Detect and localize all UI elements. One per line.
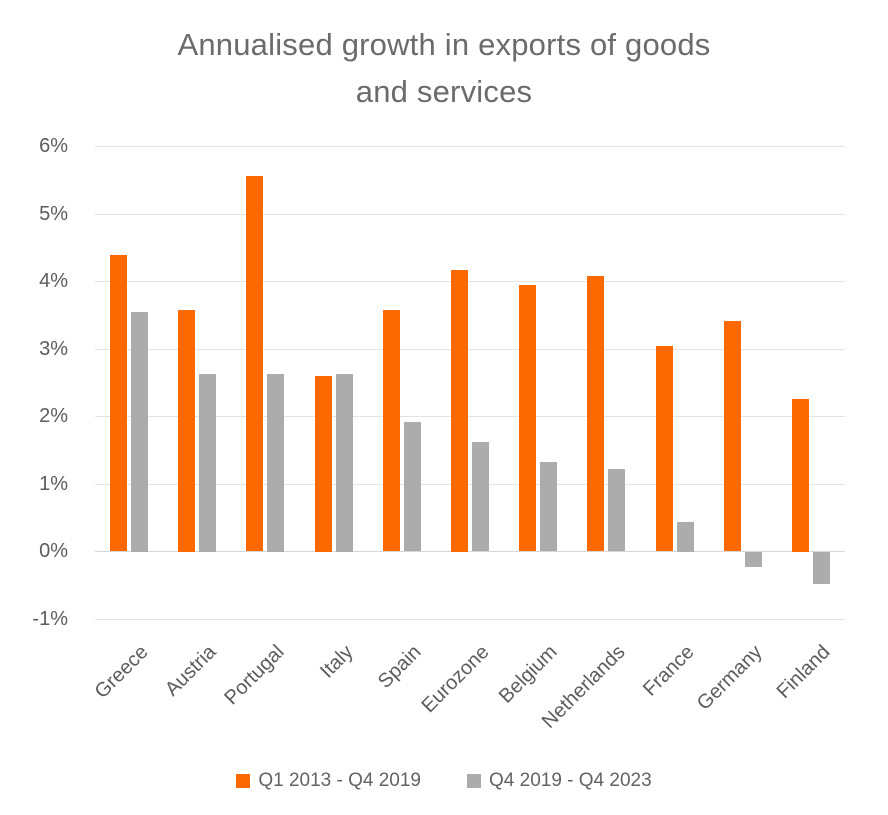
y-axis-tick-label-2pct: 2% — [39, 405, 68, 427]
chart-title: Annualised growth in exports of goods an… — [0, 21, 888, 115]
bar-austria-series2 — [199, 374, 216, 552]
bar-greece-series2 — [131, 312, 148, 552]
legend: Q1 2013 - Q4 2019 Q4 2019 - Q4 2023 — [0, 770, 888, 792]
bar-italy-series1 — [315, 376, 332, 552]
chart-title-line2: and services — [355, 74, 533, 109]
bar-eurozone-series2 — [472, 442, 489, 551]
bar-germany-series1 — [724, 321, 741, 551]
bar-france-series2 — [677, 522, 694, 552]
bar-portugal-series1 — [246, 176, 263, 551]
chart-title-line1: Annualised growth in exports of goods — [177, 27, 711, 62]
bar-italy-series2 — [336, 374, 353, 552]
bar-greece-series1 — [110, 255, 127, 551]
legend-label-q4-2019-q4-2023: Q4 2019 - Q4 2023 — [489, 770, 652, 791]
y-axis-tick-label-0pct: 0% — [39, 540, 68, 562]
bar-spain-series2 — [404, 422, 421, 551]
bar-spain-series1 — [383, 310, 400, 551]
gridline--1pct — [95, 619, 845, 620]
bar-eurozone-series1 — [451, 270, 468, 552]
bar-finland-series1 — [792, 399, 809, 552]
bar-austria-series1 — [178, 310, 195, 552]
gridline-2pct — [95, 416, 845, 417]
y-axis-tick-label-5pct: 5% — [39, 203, 68, 225]
gridline-3pct — [95, 349, 845, 350]
y-axis-tick-label-3pct: 3% — [39, 338, 68, 360]
y-axis-tick-label-4pct: 4% — [39, 270, 68, 292]
bar-netherlands-series2 — [608, 469, 625, 551]
gridline-0pct — [95, 551, 845, 552]
bar-finland-series2 — [813, 552, 830, 584]
bar-germany-series2 — [745, 552, 762, 567]
legend-label-q1-2013-q4-2019: Q1 2013 - Q4 2019 — [258, 770, 421, 791]
bar-france-series1 — [656, 346, 673, 551]
legend-item-q1-2013-q4-2019: Q1 2013 - Q4 2019 — [236, 770, 421, 792]
gridline-6pct — [95, 146, 845, 147]
y-axis-tick-label--1pct: -1% — [32, 608, 68, 630]
gridline-1pct — [95, 484, 845, 485]
y-axis-tick-label-6pct: 6% — [39, 135, 68, 157]
legend-swatch-orange — [236, 774, 251, 788]
bar-netherlands-series1 — [587, 276, 604, 551]
gridline-5pct — [95, 214, 845, 215]
bar-belgium-series2 — [540, 462, 557, 551]
y-axis-tick-label-1pct: 1% — [39, 473, 68, 495]
legend-item-q4-2019-q4-2023: Q4 2019 - Q4 2023 — [467, 770, 652, 792]
bar-belgium-series1 — [519, 285, 536, 551]
gridline-4pct — [95, 281, 845, 282]
legend-swatch-gray — [467, 774, 481, 788]
bar-portugal-series2 — [267, 374, 284, 552]
